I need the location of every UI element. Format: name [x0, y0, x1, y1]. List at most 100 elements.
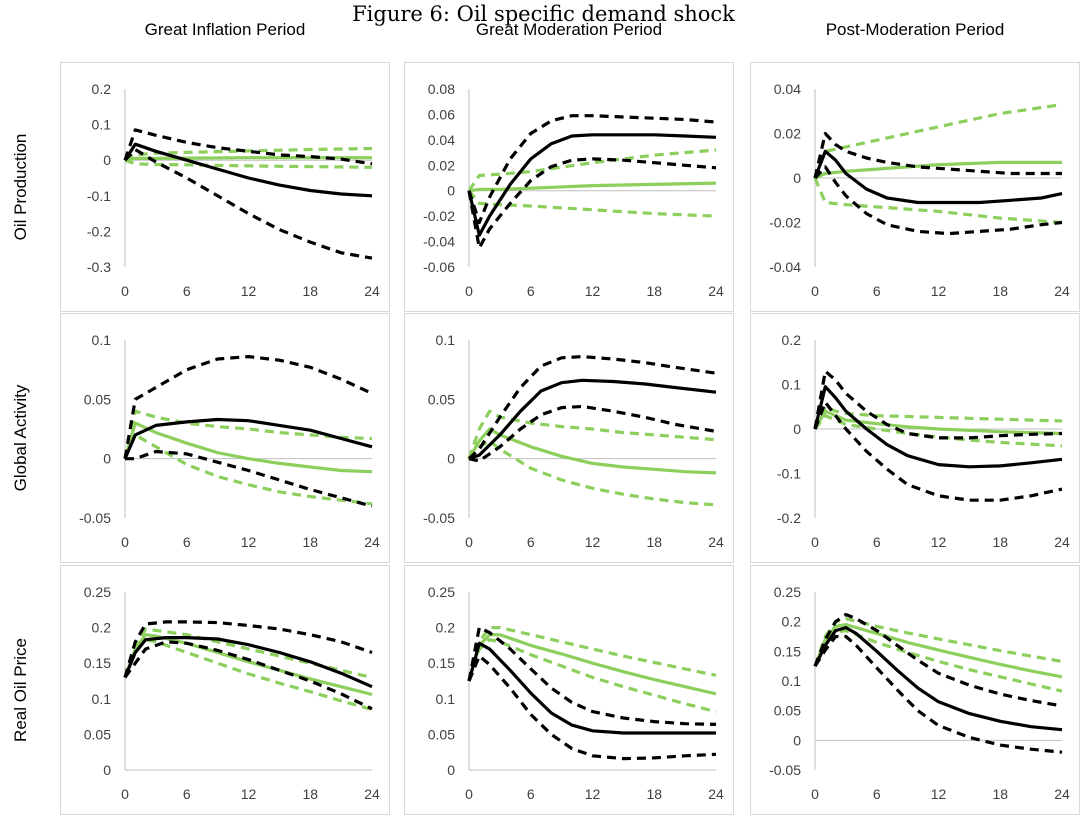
y-tick-label: 0.2 — [436, 620, 456, 636]
x-tick-label: 18 — [992, 786, 1008, 802]
series-line-green-dashed — [813, 103, 1063, 179]
series-line-black-dashed — [123, 354, 373, 459]
series-line-black-dashed — [468, 404, 717, 463]
series-line-black-dashed — [123, 147, 373, 260]
y-tick-label: 0.05 — [774, 703, 801, 719]
series-line-black-solid — [813, 385, 1063, 469]
x-tick-label: 24 — [708, 534, 724, 550]
series-line-black-dashed — [467, 625, 717, 726]
y-tick-label: -0.1 — [87, 188, 111, 204]
y-tick-label: 0.1 — [92, 332, 112, 348]
series-line-black-dashed — [813, 400, 1063, 502]
chart-global-activity-post-moderation: 0.2 0.1 0 -0.1 -0.2 0 6 12 18 24 — [750, 313, 1080, 563]
x-tick-label: 0 — [121, 786, 129, 802]
series-line-green-dashed — [123, 409, 373, 460]
x-tick-label: 12 — [241, 786, 257, 802]
y-tick-label: -0.2 — [777, 510, 801, 526]
y-tick-label: 0 — [447, 183, 455, 199]
y-tick-label: 0 — [103, 451, 111, 467]
x-tick-label: 0 — [465, 534, 473, 550]
y-tick-label: -0.04 — [423, 234, 455, 250]
x-tick-label: 24 — [364, 534, 380, 550]
series-line-black-dashed — [813, 165, 1063, 236]
series-line-black-dashed — [467, 354, 717, 460]
x-tick-label: 12 — [241, 534, 257, 550]
x-tick-label: 18 — [646, 786, 662, 802]
series-line-black-dashed — [813, 634, 1063, 754]
row-label-global-activity: Global Activity — [0, 313, 42, 563]
column-title-great-inflation: Great Inflation Period — [144, 20, 306, 39]
series-line-black-dashed — [123, 640, 373, 711]
x-tick-label: 6 — [527, 786, 535, 802]
x-tick-label: 12 — [585, 534, 601, 550]
x-tick-label: 18 — [646, 283, 662, 299]
series-line-black-dashed — [813, 612, 1063, 708]
x-tick-label: 24 — [1054, 786, 1070, 802]
y-tick-label: 0.08 — [428, 81, 455, 97]
x-tick-label: 0 — [465, 283, 473, 299]
series-line-green-dashed — [467, 148, 717, 192]
series-line-green-solid — [468, 181, 717, 193]
x-tick-label: 6 — [527, 534, 535, 550]
x-tick-label: 6 — [527, 283, 535, 299]
series-line-green-solid — [123, 633, 373, 697]
series-line-black-dashed — [467, 654, 717, 761]
x-tick-label: 18 — [302, 283, 318, 299]
y-tick-label: -0.06 — [423, 259, 455, 275]
y-tick-label: 0.15 — [428, 655, 455, 671]
x-tick-label: 18 — [992, 283, 1008, 299]
x-tick-label: 6 — [873, 534, 881, 550]
x-tick-label: 0 — [811, 283, 819, 299]
y-tick-label: 0.1 — [782, 673, 802, 689]
series-line-black-dashed — [467, 114, 717, 225]
row-label-oil-production: Oil Production — [0, 62, 42, 312]
figure-title: Figure 6: Oil specific demand shock — [352, 2, 735, 26]
series-line-black-solid — [467, 641, 716, 735]
x-tick-label: 24 — [1054, 534, 1070, 550]
y-tick-label: 0.15 — [84, 655, 111, 671]
series-line-green-dashed — [124, 146, 373, 162]
y-tick-label: 0.2 — [92, 81, 112, 97]
y-tick-label: 0.25 — [84, 584, 111, 600]
y-tick-label: 0.15 — [774, 643, 801, 659]
series-line-green-solid — [123, 421, 373, 474]
series-line-black-solid — [123, 635, 373, 689]
y-tick-label: 0 — [103, 152, 111, 168]
chart-oil-production-great-moderation: 0.08 0.06 0.04 0.02 0 -0.02 -0.04 -0.06 0 6 12 18 24 — [404, 62, 734, 312]
panel-frame — [404, 565, 734, 815]
series-line-black-solid — [123, 142, 373, 198]
series-line-black-dashed — [123, 620, 373, 678]
series-line-green-solid — [467, 633, 717, 696]
series-line-green-dashed — [813, 617, 1063, 667]
series-line-green-solid — [813, 409, 1063, 436]
x-tick-label: 12 — [241, 283, 257, 299]
panel-frame — [60, 62, 390, 312]
y-tick-label: 0.05 — [428, 391, 455, 407]
chart-real-oil-price-post-moderation: 0.25 0.2 0.15 0.1 0.05 0 -0.05 0 6 12 18 24 — [750, 565, 1080, 815]
x-tick-label: 24 — [708, 283, 724, 299]
series-line-black-solid — [123, 417, 373, 460]
y-tick-label: 0 — [793, 732, 801, 748]
chart-global-activity-great-inflation: 0.1 0.05 0 -0.05 0 6 12 18 24 — [60, 313, 390, 563]
series-line-black-solid — [468, 378, 717, 461]
x-tick-label: 12 — [585, 786, 601, 802]
y-tick-label: -0.02 — [423, 208, 455, 224]
series-line-green-solid — [467, 427, 717, 475]
y-tick-label: -0.02 — [769, 215, 801, 231]
x-tick-label: 24 — [1054, 283, 1070, 299]
series-line-green-dashed — [467, 409, 717, 460]
x-tick-label: 18 — [646, 534, 662, 550]
y-tick-label: 0.05 — [84, 726, 111, 742]
y-tick-label: 0.04 — [428, 132, 455, 148]
y-tick-label: 0.06 — [428, 106, 455, 122]
series-line-green-dashed — [123, 433, 373, 506]
y-tick-label: 0.2 — [782, 614, 802, 630]
y-tick-label: 0.1 — [436, 332, 456, 348]
panel-frame — [750, 62, 1080, 312]
row-label-oil-production-text: Oil Production — [11, 133, 30, 241]
y-tick-label: 0.02 — [428, 157, 455, 173]
y-tick-label: 0.05 — [428, 726, 455, 742]
x-tick-label: 0 — [121, 283, 129, 299]
x-tick-label: 12 — [931, 283, 947, 299]
series-line-green-dashed — [467, 439, 717, 507]
